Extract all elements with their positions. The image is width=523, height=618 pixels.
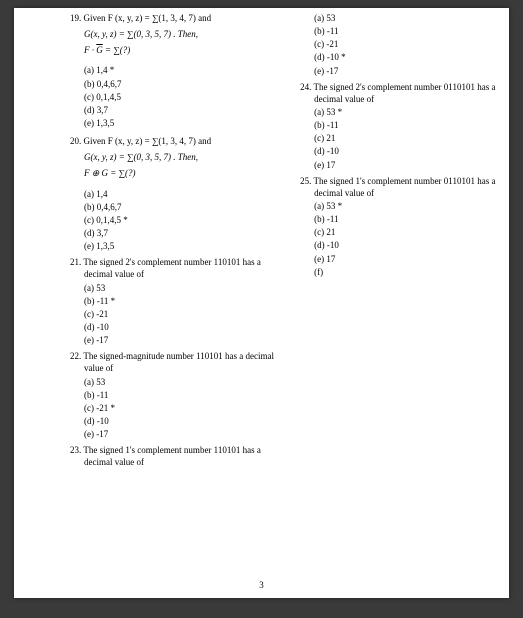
q20-options: (a) 1,4 (b) 0,4,6,7 (c) 0,1,4,5 * (d) 3,… <box>70 188 286 253</box>
option-item: (c) 0,1,4,5 <box>84 91 286 103</box>
q25-head: 25. The signed 1's complement number 011… <box>300 175 509 199</box>
page-number: 3 <box>14 580 509 590</box>
question-19: 19. Given F (x, y, z) = ∑(1, 3, 4, 7) an… <box>70 12 286 129</box>
option-item: (b) -11 <box>314 119 509 131</box>
option-item: (d) -10 <box>314 145 509 157</box>
q20-eq: F ⊕ G = ∑(?) <box>70 167 286 179</box>
option-item: (e) 17 <box>314 159 509 171</box>
option-item: (d) -10 * <box>314 51 509 63</box>
option-item: (b) -11 * <box>84 295 286 307</box>
q20-sub: G(x, y, z) = ∑(0, 3, 5, 7) . Then, <box>70 151 286 163</box>
q19-sub: G(x, y, z) = ∑(0, 3, 5, 7) . Then, <box>70 28 286 40</box>
q19-eq-pre: F · <box>84 45 96 55</box>
option-item: (b) -11 <box>314 25 509 37</box>
question-22: 22. The signed-magnitude number 110101 h… <box>70 350 286 440</box>
q19-eq: F · G = ∑(?) <box>70 44 286 56</box>
q19-eq-post: = ∑(?) <box>103 45 130 55</box>
option-item: (e) 1,3,5 <box>84 117 286 129</box>
option-item: (b) -11 <box>314 213 509 225</box>
option-item: (e) -17 <box>84 334 286 346</box>
option-item: (a) 53 * <box>314 106 509 118</box>
content-columns: 19. Given F (x, y, z) = ∑(1, 3, 4, 7) an… <box>14 12 509 471</box>
option-item: (d) -10 <box>84 415 286 427</box>
question-21: 21. The signed 2's complement number 110… <box>70 256 286 346</box>
q21-head: 21. The signed 2's complement number 110… <box>70 256 286 280</box>
left-column: 19. Given F (x, y, z) = ∑(1, 3, 4, 7) an… <box>14 12 286 471</box>
q23-head: 23. The signed 1's complement number 110… <box>70 444 286 468</box>
option-item: (c) -21 <box>84 308 286 320</box>
q19-head: 19. Given F (x, y, z) = ∑(1, 3, 4, 7) an… <box>70 12 286 24</box>
option-item: (a) 53 <box>84 282 286 294</box>
option-item: (c) -21 <box>314 38 509 50</box>
option-item: (a) 1,4 <box>84 188 286 200</box>
q25-options: (a) 53 * (b) -11 (c) 21 (d) -10 (e) 17 (… <box>300 200 509 278</box>
option-item: (b) -11 <box>84 389 286 401</box>
option-item: (d) 3,7 <box>84 227 286 239</box>
q19-options: (a) 1,4 * (b) 0,4,6,7 (c) 0,1,4,5 (d) 3,… <box>70 64 286 129</box>
q23-options: (a) 53 (b) -11 (c) -21 (d) -10 * (e) -17 <box>300 12 509 77</box>
option-item: (c) 21 <box>314 132 509 144</box>
option-item: (d) -10 <box>314 239 509 251</box>
option-item: (c) 0,1,4,5 * <box>84 214 286 226</box>
option-item: (b) 0,4,6,7 <box>84 78 286 90</box>
option-item: (c) -21 * <box>84 402 286 414</box>
question-23: 23. The signed 1's complement number 110… <box>70 444 286 468</box>
option-item: (a) 53 <box>84 376 286 388</box>
q20-head: 20. Given F (x, y, z) = ∑(1, 3, 4, 7) an… <box>70 135 286 147</box>
q24-head: 24. The signed 2's complement number 011… <box>300 81 509 105</box>
q24-options: (a) 53 * (b) -11 (c) 21 (d) -10 (e) 17 <box>300 106 509 171</box>
option-item: (e) 17 <box>314 253 509 265</box>
option-item: (d) -10 <box>84 321 286 333</box>
question-20: 20. Given F (x, y, z) = ∑(1, 3, 4, 7) an… <box>70 135 286 252</box>
option-item: (a) 53 * <box>314 200 509 212</box>
option-item: (e) -17 <box>84 428 286 440</box>
option-item: (a) 53 <box>314 12 509 24</box>
question-24: 24. The signed 2's complement number 011… <box>300 81 509 171</box>
option-item: (c) 21 <box>314 226 509 238</box>
option-item: (f) <box>314 266 509 278</box>
option-item: (a) 1,4 * <box>84 64 286 76</box>
option-item: (d) 3,7 <box>84 104 286 116</box>
question-25: 25. The signed 1's complement number 011… <box>300 175 509 278</box>
right-column: (a) 53 (b) -11 (c) -21 (d) -10 * (e) -17… <box>286 12 509 471</box>
q21-options: (a) 53 (b) -11 * (c) -21 (d) -10 (e) -17 <box>70 282 286 347</box>
option-item: (e) 1,3,5 <box>84 240 286 252</box>
option-item: (e) -17 <box>314 65 509 77</box>
option-item: (b) 0,4,6,7 <box>84 201 286 213</box>
page: 19. Given F (x, y, z) = ∑(1, 3, 4, 7) an… <box>14 8 509 598</box>
q22-head: 22. The signed-magnitude number 110101 h… <box>70 350 286 374</box>
q22-options: (a) 53 (b) -11 (c) -21 * (d) -10 (e) -17 <box>70 376 286 441</box>
